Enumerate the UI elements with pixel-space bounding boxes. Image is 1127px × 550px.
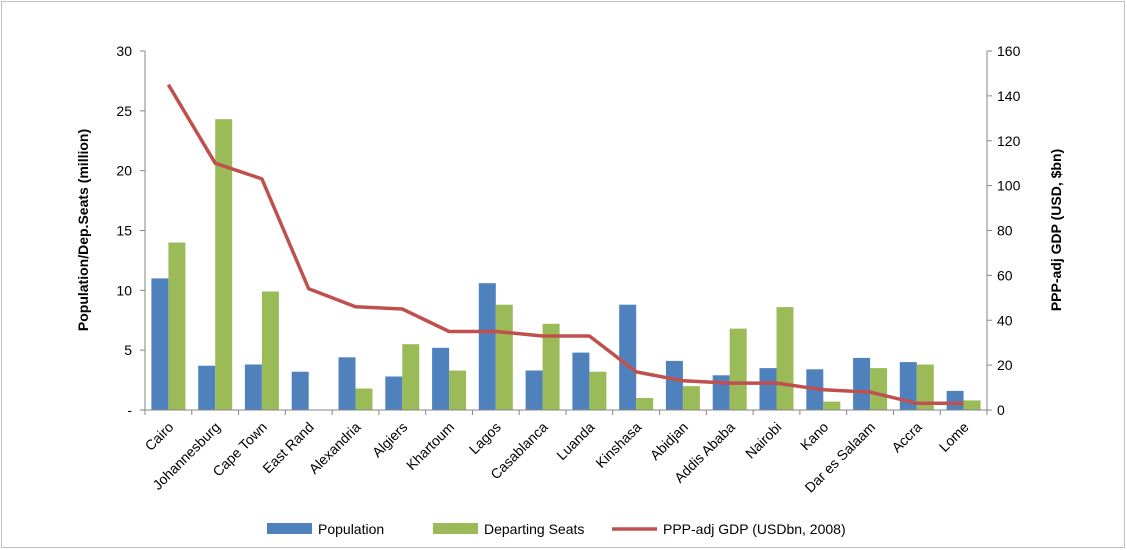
x-tick-label: Lagos xyxy=(466,419,504,457)
gdp-line xyxy=(166,83,964,406)
bar-population xyxy=(946,390,964,410)
bar-departing-seats xyxy=(168,242,186,410)
legend-swatch xyxy=(267,523,312,534)
x-tick-label: Algiers xyxy=(369,419,411,461)
bar-population xyxy=(712,375,730,410)
bar-departing-seats xyxy=(495,304,513,410)
y-tick-label: 15 xyxy=(116,223,132,239)
x-tick-label: Kano xyxy=(797,419,832,454)
bar-departing-seats xyxy=(823,401,841,410)
bar-departing-seats xyxy=(449,370,467,410)
bar-population xyxy=(853,357,871,410)
x-tick-label: Kinshasa xyxy=(592,419,644,471)
legend: Population Departing Seats PPP-adj GDP (US… xyxy=(267,521,846,537)
bar-departing-seats xyxy=(682,386,700,410)
x-tick-label: Cairo xyxy=(142,419,177,454)
y-tick-label: 10 xyxy=(116,282,132,298)
y-tick-label: 30 xyxy=(116,43,132,59)
bar-population xyxy=(198,365,216,410)
bar-departing-seats xyxy=(870,368,888,410)
legend-swatch xyxy=(433,523,478,534)
y-tick-label: 20 xyxy=(116,163,132,179)
bar-population xyxy=(899,362,917,410)
bar-population xyxy=(151,278,169,410)
y2-tick-label: 160 xyxy=(997,43,1021,59)
y2-tick-label: 60 xyxy=(997,267,1013,283)
bar-departing-seats xyxy=(542,323,560,410)
y2-tick-label: 80 xyxy=(997,223,1013,239)
bar-population xyxy=(291,371,309,410)
bar-departing-seats xyxy=(355,388,373,410)
y2-axis-title: PPP-adj GDP (USD, $bn) xyxy=(1048,149,1064,311)
y2-tick-label: 0 xyxy=(997,402,1005,418)
bar-population xyxy=(525,370,543,410)
bar-departing-seats xyxy=(729,328,747,410)
tick-labels: -51015202530020406080100120140160CairoJo… xyxy=(116,43,1020,496)
bar-departing-seats xyxy=(589,371,607,410)
bar-population xyxy=(572,352,590,410)
bar-population xyxy=(478,283,496,410)
bar-population xyxy=(432,347,450,410)
x-tick-label: Abidjan xyxy=(647,419,691,463)
y2-tick-label: 120 xyxy=(997,133,1021,149)
legend-label: PPP-adj GDP (USDbn, 2008) xyxy=(663,521,846,537)
bar-departing-seats xyxy=(963,400,981,410)
bar-departing-seats xyxy=(916,364,934,410)
y-tick-label: 25 xyxy=(116,103,132,119)
legend-label: Departing Seats xyxy=(484,521,584,537)
x-tick-label: Luanda xyxy=(553,419,597,463)
axes xyxy=(140,50,992,415)
y2-tick-label: 100 xyxy=(997,178,1021,194)
bar-population xyxy=(385,376,403,410)
bar-population xyxy=(665,360,683,410)
x-tick-label: Accra xyxy=(888,419,925,456)
y-tick-label: - xyxy=(127,402,132,418)
bar-departing-seats xyxy=(215,119,233,410)
bar-population xyxy=(338,357,356,410)
legend-label: Population xyxy=(318,521,384,537)
bar-population xyxy=(619,304,637,410)
x-tick-label: Khartoum xyxy=(403,419,457,473)
bar-group xyxy=(151,119,981,410)
bar-population xyxy=(244,364,262,410)
x-tick-label: Alexandria xyxy=(306,419,364,477)
x-tick-label: Nairobi xyxy=(742,419,785,462)
bar-departing-seats xyxy=(776,307,794,410)
y-tick-label: 5 xyxy=(124,342,132,358)
y2-tick-label: 20 xyxy=(997,357,1013,373)
bar-departing-seats xyxy=(402,344,420,410)
bar-departing-seats xyxy=(636,398,654,410)
y2-tick-label: 140 xyxy=(997,88,1021,104)
y2-tick-label: 40 xyxy=(997,312,1013,328)
bar-departing-seats xyxy=(261,291,279,410)
y-axis-title: Population/Dep.Seats (million) xyxy=(75,129,91,331)
gdp-line-group xyxy=(166,83,964,406)
x-tick-label: Lome xyxy=(936,419,972,455)
bar-population xyxy=(759,368,777,410)
